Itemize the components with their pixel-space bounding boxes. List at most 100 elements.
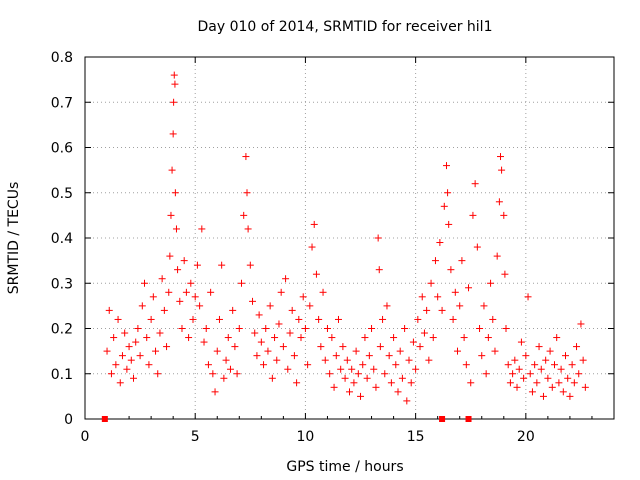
data-point (163, 343, 171, 351)
data-point (374, 234, 382, 242)
data-point (346, 388, 353, 396)
data-point (170, 98, 178, 106)
data-point (286, 329, 294, 337)
data-point (306, 302, 314, 310)
data-point (323, 325, 331, 332)
y-axis-label: SRMTID / TECUs (6, 182, 22, 295)
data-point (498, 166, 506, 174)
data-point (390, 334, 398, 342)
data-point (299, 293, 307, 301)
data-point (520, 374, 528, 382)
data-point (465, 284, 473, 292)
data-point (350, 379, 358, 387)
data-point (409, 338, 417, 346)
data-point (383, 302, 391, 310)
data-point (562, 352, 570, 360)
data-point (249, 297, 257, 305)
data-point (310, 220, 318, 228)
x-axis-label: GPS time / hours (286, 459, 403, 475)
data-point (365, 352, 373, 360)
data-point (359, 361, 367, 369)
data-point (211, 388, 219, 396)
data-point (107, 370, 115, 378)
data-point (577, 320, 585, 328)
data-point (215, 315, 223, 323)
baseline-marker (439, 416, 446, 422)
data-point (509, 370, 517, 378)
data-point (182, 288, 190, 296)
data-point (180, 257, 188, 265)
data-point (341, 374, 349, 382)
data-point (220, 374, 228, 382)
data-point (237, 279, 245, 287)
data-point (511, 356, 519, 364)
data-point (193, 261, 201, 269)
data-point (204, 361, 212, 369)
data-point (242, 153, 250, 161)
data-point (396, 347, 404, 355)
data-point (528, 388, 536, 396)
data-point (442, 162, 450, 170)
data-point (233, 370, 241, 378)
data-point (429, 334, 437, 342)
data-point (405, 356, 413, 364)
data-point (169, 130, 177, 138)
data-point (557, 365, 565, 373)
data-point (166, 252, 174, 260)
data-point (566, 392, 574, 400)
data-point (407, 379, 415, 387)
data-point (438, 306, 446, 314)
data-point (105, 306, 113, 314)
data-point (134, 325, 142, 332)
data-point (460, 334, 468, 342)
data-point (187, 279, 195, 287)
data-point (260, 361, 268, 369)
data-point (154, 370, 162, 378)
data-point (198, 225, 206, 233)
data-point (533, 379, 541, 387)
data-point (326, 370, 334, 378)
data-point (264, 347, 272, 355)
data-point (535, 343, 543, 351)
data-point (542, 356, 550, 364)
y-tick-label: 0.3 (51, 276, 73, 292)
data-point (379, 315, 387, 323)
data-point (416, 343, 424, 351)
data-point (185, 334, 193, 342)
data-point (103, 347, 111, 355)
data-point (149, 293, 157, 301)
data-point (376, 343, 384, 351)
data-point (427, 279, 435, 287)
data-point (178, 325, 186, 332)
y-axis-ticks: 0 0.1 0.2 0.3 0.4 0.5 0.6 0.7 0.8 (51, 50, 614, 428)
data-point (152, 347, 160, 355)
data-point (110, 334, 118, 342)
data-point (539, 392, 547, 400)
data-point (168, 166, 176, 174)
data-point (209, 370, 217, 378)
data-point (467, 379, 475, 387)
data-point (337, 365, 345, 373)
data-point (277, 288, 285, 296)
data-point (200, 338, 208, 346)
data-point (343, 356, 351, 364)
data-point (312, 270, 320, 278)
x-tick-label: 5 (191, 429, 200, 445)
data-point (375, 266, 383, 274)
data-point (262, 325, 270, 332)
data-point (478, 352, 486, 360)
data-point (575, 370, 583, 378)
data-point (504, 361, 512, 369)
data-point (118, 352, 126, 360)
data-point (317, 343, 325, 351)
data-point (449, 315, 457, 323)
data-point (301, 325, 309, 332)
data-point (502, 325, 510, 332)
data-point (352, 347, 360, 355)
data-point (546, 347, 554, 355)
data-point (476, 325, 484, 332)
data-point (279, 343, 287, 351)
baseline-markers (101, 416, 472, 422)
data-point (568, 361, 576, 369)
